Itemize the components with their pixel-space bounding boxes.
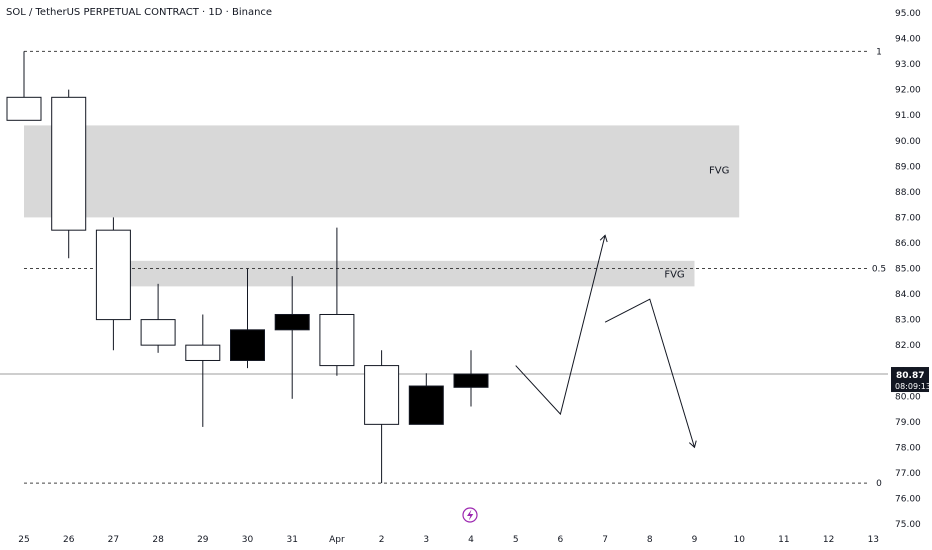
projection-arrowhead-1: [599, 234, 608, 243]
fib-label-0: 0: [876, 479, 882, 489]
fvg-zone-2[interactable]: [113, 260, 695, 287]
price-tag-countdown: 08:09:13: [895, 382, 931, 391]
candle-body-9[interactable]: [364, 365, 400, 425]
candle-body-8[interactable]: [319, 313, 355, 367]
x-tick-label: 31: [286, 535, 297, 545]
candle-body-5[interactable]: [185, 344, 221, 361]
y-tick-label: 92.00: [895, 86, 921, 96]
price-tag[interactable]: [891, 367, 929, 393]
candle-body-6[interactable]: [230, 329, 265, 361]
x-tick-label: 10: [733, 535, 745, 545]
x-tick-label: 4: [468, 535, 474, 545]
x-tick-label: 28: [152, 535, 164, 545]
x-tick-label: 30: [242, 535, 254, 545]
x-tick-label: 5: [513, 535, 519, 545]
candle-body-11[interactable]: [453, 373, 489, 388]
y-tick-label: 90.00: [895, 137, 921, 147]
y-tick-label: 85.00: [895, 265, 921, 275]
y-tick-label: 78.00: [895, 443, 921, 453]
x-tick-label: 7: [602, 535, 608, 545]
price-tag-value: 80.87: [896, 371, 924, 381]
projection-arrowhead-2: [688, 440, 697, 449]
y-tick-label: 91.00: [895, 111, 921, 121]
candle-body-10[interactable]: [408, 385, 444, 425]
y-tick-label: 80.00: [895, 392, 921, 402]
x-tick-label: 8: [647, 535, 653, 545]
fvg-label-2: FVG: [664, 269, 684, 280]
x-tick-label: 25: [18, 535, 29, 545]
x-tick-label: 13: [868, 535, 879, 545]
x-tick-label: 12: [823, 535, 834, 545]
y-tick-label: 88.00: [895, 188, 921, 198]
y-tick-label: 75.00: [895, 520, 921, 530]
x-tick-label: 29: [197, 535, 209, 545]
y-tick-label: 79.00: [895, 418, 921, 428]
y-tick-label: 89.00: [895, 162, 921, 172]
x-tick-label: 11: [778, 535, 789, 545]
y-tick-label: 84.00: [895, 290, 921, 300]
lightning-icon-glyph: [467, 509, 474, 521]
y-tick-label: 82.00: [895, 341, 921, 351]
fib-label-0.5: 0.5: [872, 265, 886, 275]
fvg-label-1: FVG: [709, 165, 729, 176]
y-tick-label: 93.00: [895, 60, 921, 70]
x-tick-label: 6: [558, 535, 564, 545]
fib-label-1: 1: [876, 47, 882, 57]
y-tick-label: 86.00: [895, 239, 921, 249]
chart-title: SOL / TetherUS PERPETUAL CONTRACT · 1D ·…: [6, 7, 273, 18]
y-tick-label: 87.00: [895, 213, 921, 223]
x-tick-label: 2: [379, 535, 385, 545]
y-tick-label: 76.00: [895, 494, 921, 504]
y-tick-label: 83.00: [895, 316, 921, 326]
candle-body-2[interactable]: [51, 96, 87, 231]
candle-body-7[interactable]: [274, 313, 310, 331]
y-tick-label: 94.00: [895, 35, 921, 45]
candle-body-4[interactable]: [140, 319, 176, 346]
candle-body-1[interactable]: [6, 96, 42, 121]
projection-path-1[interactable]: [515, 235, 606, 416]
candle-body-3[interactable]: [95, 229, 131, 321]
projection-path-2[interactable]: [604, 298, 695, 448]
y-tick-label: 95.00: [895, 9, 921, 19]
x-tick-label: Apr: [329, 535, 345, 545]
x-tick-label: 9: [692, 535, 698, 545]
x-tick-label: 26: [63, 535, 75, 545]
y-tick-label: 77.00: [895, 469, 921, 479]
x-tick-label: 3: [423, 535, 429, 545]
fvg-zone-1[interactable]: [24, 125, 740, 218]
x-tick-label: 27: [108, 535, 119, 545]
